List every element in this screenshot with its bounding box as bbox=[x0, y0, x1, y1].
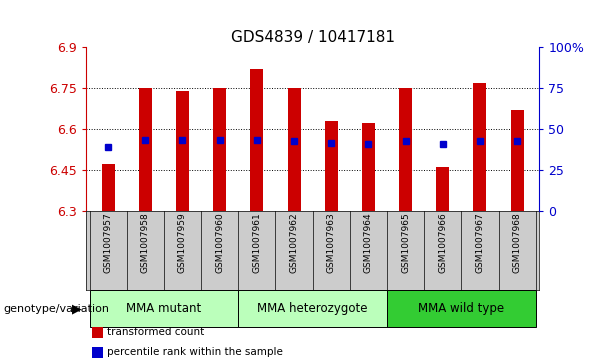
Bar bbox=[387, 290, 536, 327]
Bar bbox=[362, 123, 375, 211]
Bar bbox=[287, 88, 300, 211]
Text: ▶: ▶ bbox=[72, 302, 82, 315]
Bar bbox=[238, 290, 387, 327]
Text: GSM1007960: GSM1007960 bbox=[215, 212, 224, 273]
Text: GSM1007966: GSM1007966 bbox=[438, 212, 447, 273]
Text: GSM1007964: GSM1007964 bbox=[364, 212, 373, 273]
Text: transformed count: transformed count bbox=[107, 327, 205, 337]
Bar bbox=[399, 88, 412, 211]
Bar bbox=[473, 83, 487, 211]
Text: GSM1007967: GSM1007967 bbox=[476, 212, 484, 273]
Text: GSM1007962: GSM1007962 bbox=[289, 212, 299, 273]
Bar bbox=[213, 88, 226, 211]
Text: GSM1007958: GSM1007958 bbox=[141, 212, 150, 273]
Text: percentile rank within the sample: percentile rank within the sample bbox=[107, 347, 283, 357]
Bar bbox=[436, 167, 449, 211]
Text: MMA wild type: MMA wild type bbox=[418, 302, 504, 315]
Title: GDS4839 / 10417181: GDS4839 / 10417181 bbox=[230, 30, 395, 45]
Text: GSM1007968: GSM1007968 bbox=[512, 212, 522, 273]
Text: GSM1007959: GSM1007959 bbox=[178, 212, 187, 273]
Text: GSM1007965: GSM1007965 bbox=[401, 212, 410, 273]
Bar bbox=[325, 121, 338, 211]
Bar bbox=[250, 69, 264, 211]
Bar bbox=[511, 110, 524, 211]
Bar bbox=[139, 88, 152, 211]
Text: MMA mutant: MMA mutant bbox=[126, 302, 202, 315]
Text: genotype/variation: genotype/variation bbox=[3, 303, 109, 314]
Bar bbox=[102, 164, 115, 211]
Bar bbox=[176, 91, 189, 211]
Text: GSM1007961: GSM1007961 bbox=[253, 212, 261, 273]
Text: MMA heterozygote: MMA heterozygote bbox=[257, 302, 368, 315]
Bar bbox=[89, 290, 238, 327]
Text: GSM1007963: GSM1007963 bbox=[327, 212, 336, 273]
Text: GSM1007957: GSM1007957 bbox=[104, 212, 113, 273]
